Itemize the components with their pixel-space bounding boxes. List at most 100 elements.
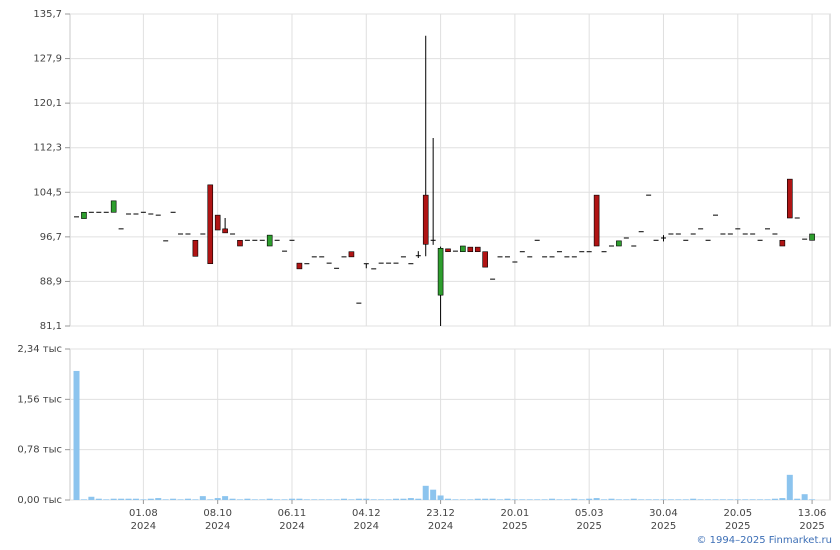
volume-bar xyxy=(103,499,110,500)
volume-bar xyxy=(348,499,355,500)
volume-bar xyxy=(511,499,518,500)
volume-bar xyxy=(593,498,600,500)
volume-bar xyxy=(266,498,273,500)
x-tick-label: 20.05 2025 xyxy=(723,508,753,532)
volume-bar xyxy=(556,499,563,500)
volume-bar xyxy=(459,499,466,500)
volume-bar xyxy=(445,498,452,500)
volume-bar xyxy=(355,498,362,500)
volume-bar xyxy=(571,498,578,500)
volume-bar xyxy=(497,499,504,500)
volume-bar xyxy=(422,485,429,500)
y-tick-label: 120,1 xyxy=(33,98,62,109)
volume-bar xyxy=(734,499,741,500)
y-tick-label: 0,78 тыс xyxy=(17,445,62,456)
volume-bar xyxy=(80,499,87,500)
y-tick-label: 104,5 xyxy=(33,187,62,198)
volume-bar xyxy=(385,499,392,500)
volume-bar xyxy=(363,498,370,500)
x-tick-label: 20.01 2025 xyxy=(500,508,530,532)
volume-bar xyxy=(296,498,303,500)
volume-bar xyxy=(199,496,206,500)
candle-body xyxy=(222,228,228,234)
y-tick-label: 0,00 тыс xyxy=(17,495,62,506)
price-panel xyxy=(69,13,831,327)
volume-bar xyxy=(764,499,771,500)
volume-bar xyxy=(757,499,764,500)
y-tick-label: 127,9 xyxy=(33,54,62,65)
volume-bar xyxy=(177,499,184,500)
volume-bar xyxy=(288,498,295,500)
volume-bar xyxy=(407,498,414,500)
volume-bar xyxy=(147,498,154,500)
volume-bar xyxy=(482,498,489,500)
candle-body xyxy=(809,233,815,241)
volume-bar xyxy=(623,499,630,500)
volume-bar xyxy=(719,499,726,500)
y-tick-label: 1,56 тыс xyxy=(17,394,62,405)
volume-bar xyxy=(615,499,622,500)
volume-bar xyxy=(771,498,778,500)
volume-bar xyxy=(378,499,385,500)
volume-bar xyxy=(809,499,816,500)
volume-bar xyxy=(125,498,132,500)
volume-bar xyxy=(132,498,139,500)
candle-body xyxy=(437,247,444,296)
volume-bar xyxy=(207,499,214,500)
candle-body xyxy=(593,194,600,247)
volume-bar xyxy=(326,499,333,500)
x-tick-label: 13.06 2025 xyxy=(797,508,827,532)
volume-bar xyxy=(162,499,169,500)
y-tick-label: 135,7 xyxy=(33,9,62,20)
candle-body xyxy=(81,211,87,219)
volume-bar xyxy=(786,474,793,500)
volume-bar xyxy=(586,498,593,500)
candle-body xyxy=(445,248,451,253)
volume-bar xyxy=(578,499,585,500)
x-tick-label: 06.11 2024 xyxy=(277,508,307,532)
volume-bar xyxy=(489,498,496,500)
volume-bar xyxy=(370,499,377,500)
volume-bar xyxy=(251,499,258,500)
volume-bar xyxy=(259,499,266,500)
volume-bar xyxy=(452,499,459,500)
y-tick-label: 2,34 тыс xyxy=(17,344,62,355)
volume-bar xyxy=(653,499,660,500)
candle-body xyxy=(474,246,481,253)
volume-panel xyxy=(69,348,831,501)
volume-bar xyxy=(95,498,102,500)
candle-body xyxy=(460,245,466,253)
footer: © 1994–2025 Finmarket.ru xyxy=(696,535,832,546)
volume-bar xyxy=(541,499,548,500)
volume-bar xyxy=(712,499,719,500)
volume-bar xyxy=(170,498,177,500)
x-tick-label: 23.12 2024 xyxy=(426,508,455,532)
volume-bar xyxy=(192,499,199,500)
volume-bar xyxy=(549,498,556,500)
volume-bar xyxy=(690,498,697,500)
volume-bar xyxy=(303,499,310,500)
volume-bar xyxy=(675,499,682,500)
volume-bar xyxy=(437,495,444,500)
volume-bar xyxy=(155,498,162,500)
candle-body xyxy=(616,240,622,247)
volume-bar xyxy=(333,499,340,500)
volume-bar xyxy=(140,499,147,500)
volume-bar xyxy=(519,499,526,500)
volume-bar xyxy=(563,499,570,500)
x-tick-label: 30.04 2025 xyxy=(649,508,678,532)
volume-bar xyxy=(534,499,541,500)
volume-bar xyxy=(274,499,281,500)
volume-bar xyxy=(645,499,652,500)
candle-body xyxy=(779,239,786,247)
candle-body xyxy=(296,262,303,270)
volume-bar xyxy=(705,499,712,500)
candle-body xyxy=(110,200,117,213)
candle-body xyxy=(482,251,488,268)
volume-bar xyxy=(281,499,288,500)
volume-bar xyxy=(430,489,437,500)
y-tick-label: 96,7 xyxy=(40,232,62,243)
volume-bar xyxy=(638,499,645,500)
x-tick-label: 08.10 2024 xyxy=(203,508,232,532)
